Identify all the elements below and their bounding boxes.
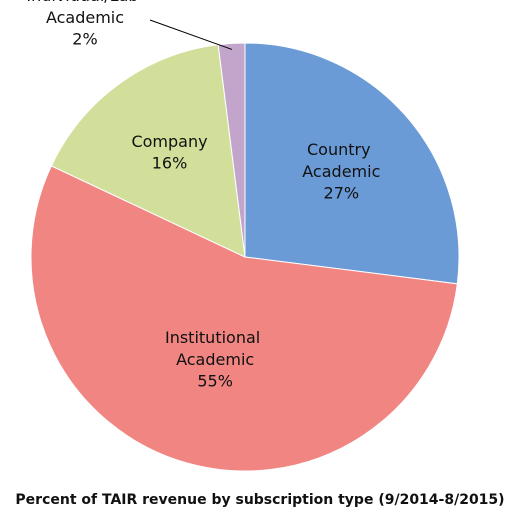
value-label: 2% [72,30,97,49]
slice-label: Country Academic [302,140,380,181]
pie-slice [30,165,458,472]
value-label: 16% [152,154,188,173]
value-label: 55% [197,371,233,390]
value-label: 27% [324,184,360,203]
slice-label: Institutional Academic [165,327,265,368]
chart-title: Percent of TAIR revenue by subscription … [15,492,504,508]
slice-label: Individual/Lab Academic [26,0,143,27]
pie-slice [244,42,460,285]
slice-label: Company [131,132,207,151]
leader-line [149,19,233,50]
pie-slice [50,44,246,258]
